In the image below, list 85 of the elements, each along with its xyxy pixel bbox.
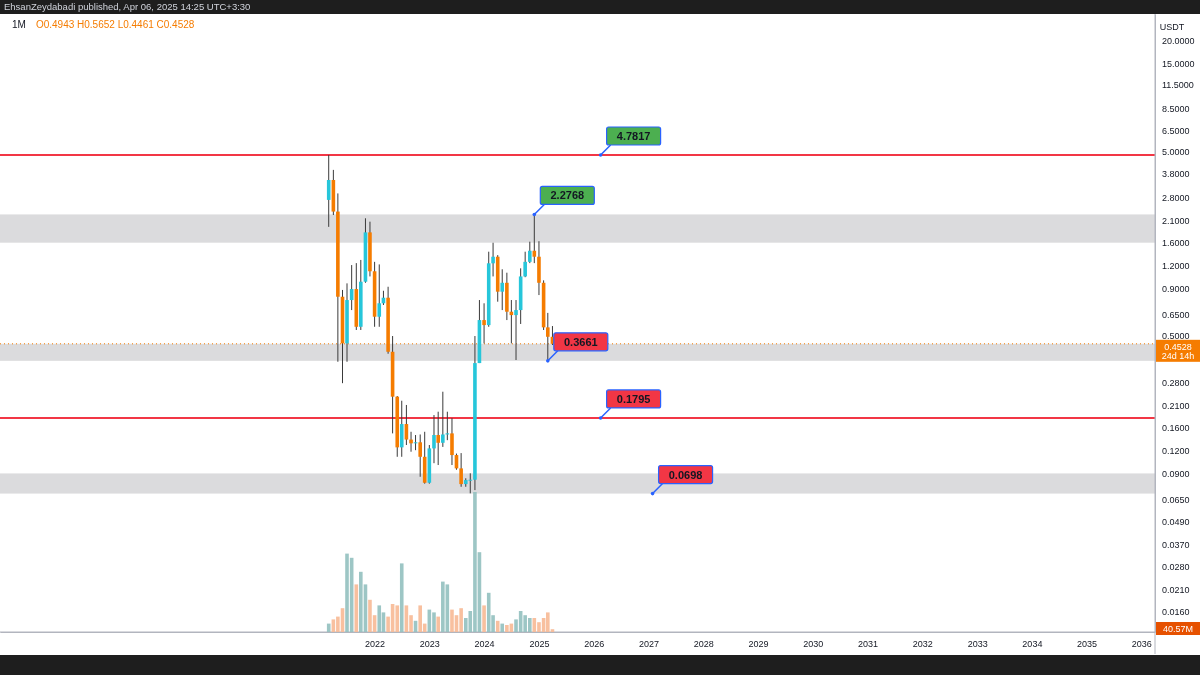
candlestick <box>528 241 532 264</box>
x-tick-label: 2024 <box>474 639 495 650</box>
candlestick <box>514 299 518 361</box>
bar <box>345 553 349 632</box>
bar <box>436 616 440 632</box>
bar <box>537 622 541 632</box>
bar <box>399 563 404 632</box>
bar <box>395 605 400 632</box>
candlestick <box>436 411 440 466</box>
x-tick-label: 2025 <box>529 639 550 650</box>
text: 1M <box>12 19 26 30</box>
bar <box>459 608 463 632</box>
candlestick <box>418 433 422 478</box>
ref-line-label: 0.4528 <box>1164 341 1192 352</box>
bar <box>377 605 382 632</box>
y-tick-label: 0.0210 <box>1162 585 1190 596</box>
x-tick-label: 2033 <box>967 639 988 650</box>
bar <box>326 623 331 632</box>
y-tick-label: 1.6000 <box>1162 238 1190 249</box>
text: 24d 14h <box>1161 350 1195 361</box>
ref-line-label: 0.1795 <box>616 392 651 405</box>
y-tick-label: 5.0000 <box>1162 146 1190 157</box>
x-tick-label: 2027 <box>638 639 659 650</box>
x-tick-label: 2035 <box>1077 639 1098 650</box>
bar <box>500 623 505 632</box>
band-label: 0.0698 <box>668 468 703 481</box>
chart-title: EhsanZeydabadi published, Apr 06, 2025 14:25 UTC+3:30 <box>4 1 251 12</box>
y-tick-label: 2.8000 <box>1162 193 1190 204</box>
y-tick-label: 0.2800 <box>1162 377 1190 388</box>
y-tick-label: 0.5000 <box>1162 331 1190 342</box>
annotation: 0.3661 <box>563 335 598 348</box>
bar <box>486 592 491 632</box>
x-tick-label: 2029 <box>748 639 769 650</box>
y-axis-title: USDT <box>1159 22 1185 32</box>
candlestick <box>500 268 505 311</box>
x-tick-label: 2032 <box>912 639 933 650</box>
x-tick-label: 2026 <box>584 639 605 650</box>
bar <box>359 571 363 632</box>
y-tick-label: 20.0000 <box>1162 35 1195 46</box>
candlestick <box>450 417 454 466</box>
y-tick-label: 0.6500 <box>1162 310 1190 321</box>
annotation: O0.4943 H0.5652 L0.4461 C0.4528 <box>35 19 195 30</box>
y-tick-label: 0.1600 <box>1162 422 1190 433</box>
annotation: 2.2768 <box>550 189 585 202</box>
x-tick-label: 2030 <box>803 639 824 650</box>
y-tick-label: 0.9000 <box>1162 284 1190 295</box>
bar <box>441 581 445 632</box>
y-tick-label: 15.0000 <box>1162 58 1195 69</box>
y-tick-label: 0.2100 <box>1162 400 1190 411</box>
ref-line-label: 4.7817 <box>616 130 651 142</box>
y-tick-label: 3.8000 <box>1162 168 1190 179</box>
y-tick-label: 0.0900 <box>1162 468 1190 479</box>
candlestick <box>399 400 404 458</box>
x-tick-label: 2036 <box>1131 639 1152 650</box>
y-tick-label: 1.2000 <box>1162 261 1190 272</box>
x-tick-label: 2031 <box>858 639 879 650</box>
y-tick-label: 0.0160 <box>1162 606 1190 617</box>
candlestick <box>468 472 473 494</box>
candlestick <box>459 452 463 488</box>
bar <box>418 605 422 632</box>
bar <box>432 612 436 632</box>
bar <box>482 605 486 632</box>
y-tick-label: 11.5000 <box>1162 80 1194 91</box>
y-tick-label: 0.0370 <box>1162 539 1190 550</box>
y-tick-label: 2.1000 <box>1162 216 1190 227</box>
bar <box>495 620 500 632</box>
bar <box>450 609 454 632</box>
bar <box>505 625 509 632</box>
x-tick-label: 2034 <box>1022 639 1043 650</box>
y-tick-label: 0.0280 <box>1162 562 1190 573</box>
x-tick-label: 2022 <box>365 639 386 650</box>
candlestick <box>326 154 331 228</box>
candlestick <box>523 251 527 278</box>
y-tick-label: 0.0490 <box>1162 517 1190 528</box>
bar <box>546 612 550 632</box>
y-tick-label: 0.1200 <box>1162 445 1190 456</box>
candlestick <box>441 391 445 448</box>
x-tick-label: 2028 <box>693 639 714 650</box>
y-tick-label: 8.5000 <box>1162 104 1190 115</box>
y-tick-label: 0.0650 <box>1162 494 1190 505</box>
text: 40.57M <box>1162 624 1194 634</box>
y-tick-label: 6.5000 <box>1162 125 1190 136</box>
bar <box>368 599 372 632</box>
candlestick <box>432 414 436 464</box>
x-tick-label: 2023 <box>419 639 440 650</box>
